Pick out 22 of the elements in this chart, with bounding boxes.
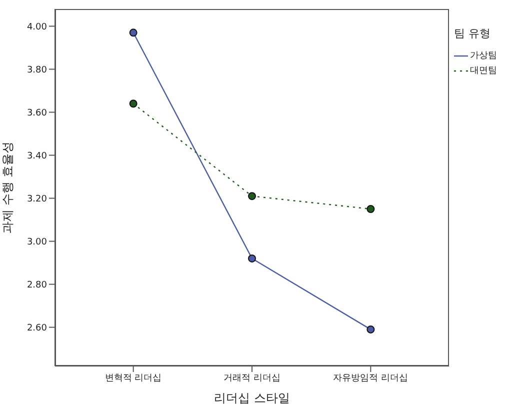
point xyxy=(129,100,138,108)
x-tick-label: 거래적 리더십 xyxy=(224,373,280,384)
point xyxy=(248,254,256,262)
legend-title: 팀 유형 xyxy=(454,26,492,41)
legend-label: 가상팀 xyxy=(470,50,497,62)
y-tick-label: 4.00 xyxy=(26,22,48,32)
y-tick-label: 2.60 xyxy=(26,323,48,334)
x-tick-label: 자유방임적 리더십 xyxy=(333,373,408,384)
y-tick-label: 3.20 xyxy=(26,194,48,204)
y-tick-label: 3.60 xyxy=(26,108,48,118)
y-tick-label: 3.00 xyxy=(26,237,48,248)
point xyxy=(129,28,138,37)
y-tick-label: 2.80 xyxy=(26,280,48,290)
point xyxy=(366,205,375,214)
y-tick-label: 3.40 xyxy=(26,151,48,162)
y-tick-label: 3.80 xyxy=(26,65,48,76)
y-axis-title: 과제 수행 효율성 xyxy=(0,142,14,234)
x-axis-title: 리더십 스타일 xyxy=(214,391,290,405)
legend-label: 대면팀 xyxy=(470,65,497,77)
point xyxy=(366,325,375,334)
point xyxy=(248,192,256,200)
x-tick-label: 변혁적 리더십 xyxy=(104,373,162,384)
